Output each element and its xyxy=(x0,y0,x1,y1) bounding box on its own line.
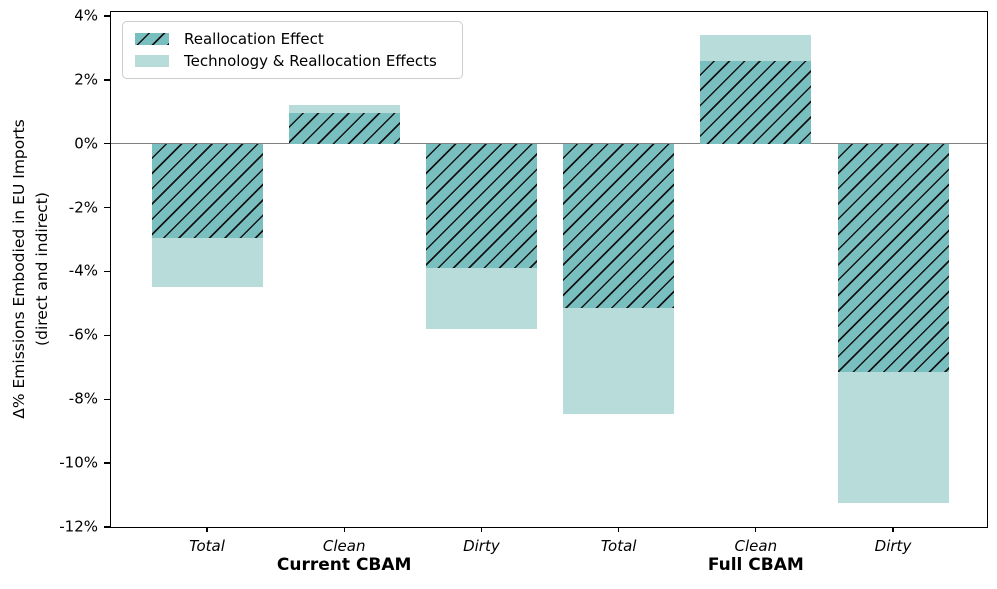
legend-item-1: Reallocation Effect xyxy=(135,30,452,48)
y-tick-mark xyxy=(104,270,111,273)
bar-4-reallocation-segment xyxy=(563,143,675,309)
zero-line xyxy=(111,143,987,145)
solid-swatch-icon xyxy=(135,54,169,68)
x-tick-mark xyxy=(617,527,620,532)
legend-item-2: Technology & Reallocation Effects xyxy=(135,52,452,70)
bar-5-reallocation-segment xyxy=(700,60,812,144)
x-tick-mark xyxy=(892,527,894,532)
y-tick-mark xyxy=(104,398,111,400)
bar-2-technology-segment xyxy=(288,105,400,114)
x-category-label-dirty: Dirty xyxy=(874,537,912,555)
y-axis-label-line1: Δ% Emissions Embodied in EU Imports xyxy=(9,119,28,419)
x-category-label-total: Total xyxy=(189,537,225,555)
y-tick-mark xyxy=(104,143,111,145)
y-tick-mark xyxy=(104,206,111,209)
bar-3-reallocation-segment xyxy=(425,143,537,269)
x-category-label-clean: Clean xyxy=(322,537,366,555)
x-tick-mark xyxy=(480,527,483,532)
y-tick-label: -4% xyxy=(68,261,98,280)
bar-6-reallocation-segment xyxy=(837,143,949,373)
legend-label: Reallocation Effect xyxy=(184,30,324,48)
x-category-label-clean: Clean xyxy=(734,537,778,555)
y-tick-label: 2% xyxy=(74,70,98,89)
hatched-swatch-icon xyxy=(135,32,169,46)
bar-1-reallocation-segment xyxy=(151,143,263,238)
bar-5-technology-segment xyxy=(700,35,812,61)
y-tick-label: 4% xyxy=(74,6,98,25)
y-tick-label: -2% xyxy=(68,198,98,217)
y-tick-mark xyxy=(104,15,111,17)
y-tick-label: -8% xyxy=(68,389,98,408)
group-label-full-cbam: Full CBAM xyxy=(707,555,804,575)
x-tick-mark xyxy=(206,527,208,532)
bar-2-reallocation-segment xyxy=(288,113,400,144)
y-tick-label: 0% xyxy=(74,134,98,153)
x-category-label-total: Total xyxy=(600,537,637,555)
bar-6-technology-segment xyxy=(837,372,949,504)
y-tick-label: -12% xyxy=(59,517,98,536)
x-category-label-dirty: Dirty xyxy=(463,537,500,555)
bar-3-technology-segment xyxy=(425,268,537,329)
bar-4-technology-segment xyxy=(563,308,675,414)
group-label-current-cbam: Current CBAM xyxy=(276,555,412,575)
y-tick-label: -6% xyxy=(68,325,98,344)
legend: Reallocation Effect Technology & Realloca… xyxy=(122,21,463,79)
plot-area xyxy=(110,11,988,528)
bar-1-technology-segment xyxy=(151,237,263,288)
x-tick-mark xyxy=(343,527,345,532)
y-tick-mark xyxy=(104,526,111,528)
y-tick-label: -10% xyxy=(59,453,98,472)
y-tick-mark xyxy=(104,334,111,337)
x-tick-mark xyxy=(755,527,757,532)
y-tick-mark xyxy=(104,79,111,81)
legend-label: Technology & Reallocation Effects xyxy=(184,52,437,70)
y-tick-mark xyxy=(104,462,111,464)
